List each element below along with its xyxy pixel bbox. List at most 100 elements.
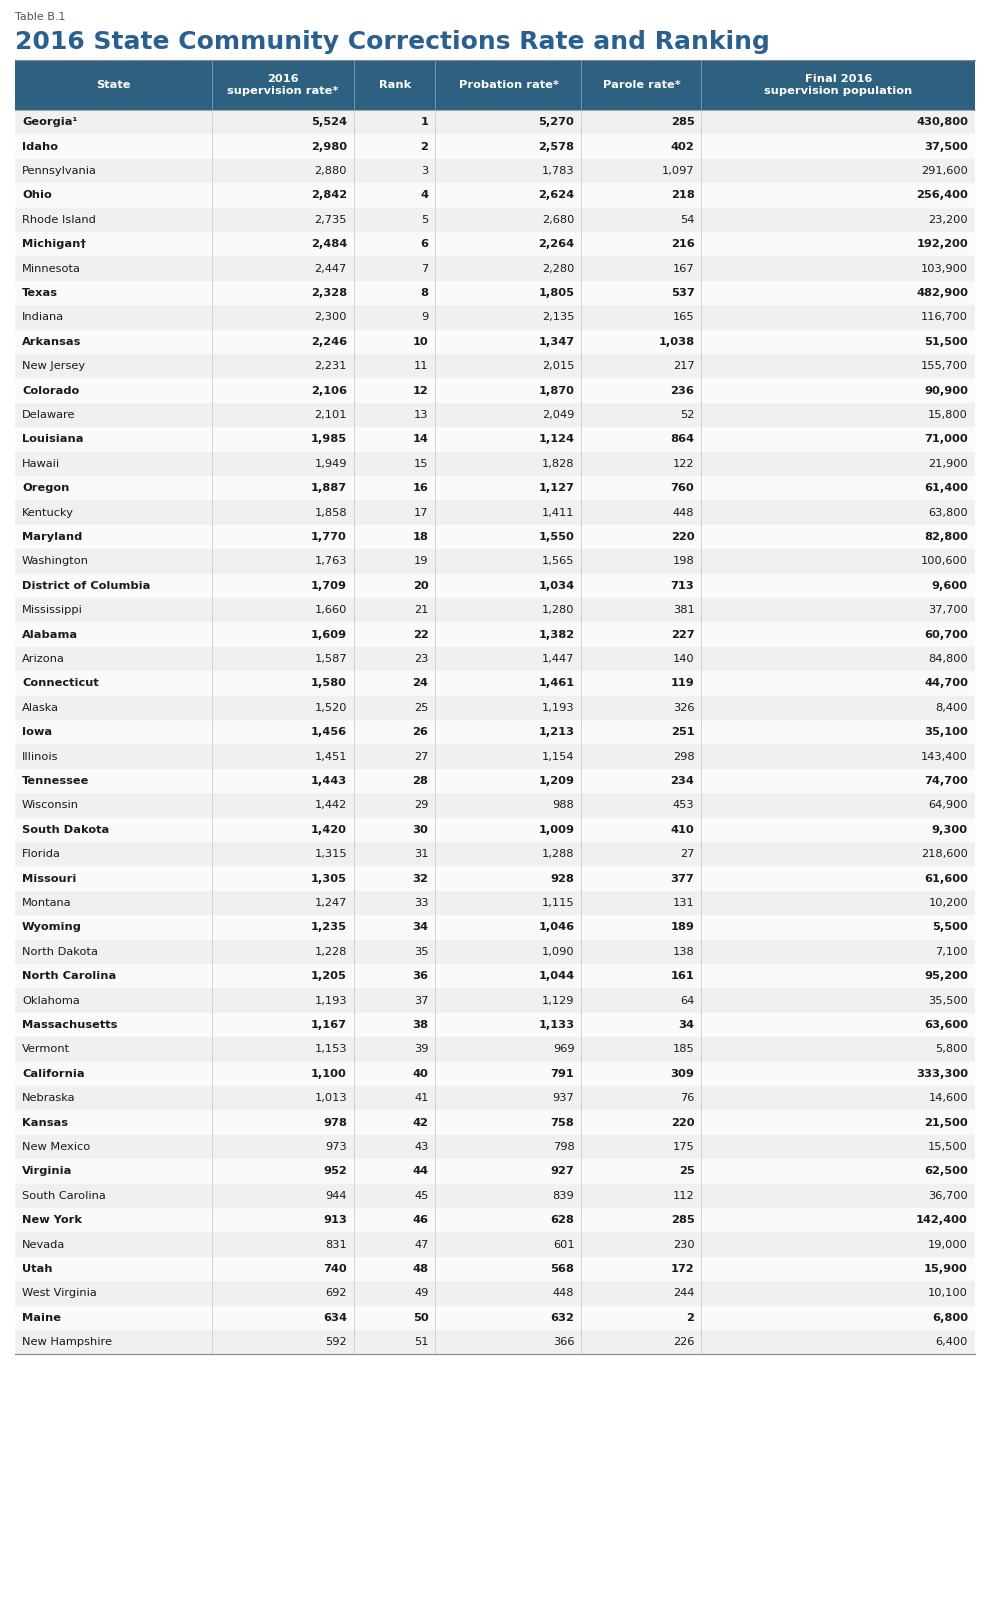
Text: Oregon: Oregon [22,482,69,494]
Bar [15,1305,975,1329]
Text: 103,900: 103,900 [921,264,968,274]
Text: 1,097: 1,097 [661,167,694,176]
Text: 34: 34 [413,923,429,933]
Text: 988: 988 [552,800,574,811]
Text: 285: 285 [670,117,694,128]
Text: Florida: Florida [22,850,60,860]
Text: 15,900: 15,900 [924,1264,968,1274]
Text: 220: 220 [671,533,694,542]
Bar [15,1062,975,1086]
Text: 32: 32 [413,874,429,884]
Text: 482,900: 482,900 [916,288,968,298]
Text: Parole rate*: Parole rate* [603,79,680,91]
Text: Vermont: Vermont [22,1044,70,1054]
Text: 1,133: 1,133 [539,1020,574,1030]
Text: 25: 25 [679,1166,694,1177]
Text: 33: 33 [414,899,429,908]
Text: 155,700: 155,700 [921,361,968,371]
Bar [15,672,975,696]
Text: 244: 244 [673,1289,694,1298]
Text: 1,447: 1,447 [543,654,574,664]
Text: 10: 10 [413,337,429,346]
Text: 39: 39 [414,1044,429,1054]
Text: Michigan†: Michigan† [22,240,86,249]
Text: 791: 791 [550,1069,574,1078]
Bar [15,280,975,306]
Text: 17: 17 [414,508,429,518]
Text: 9,600: 9,600 [932,581,968,591]
Text: 1,013: 1,013 [314,1093,346,1103]
Text: Final 2016
supervision population: Final 2016 supervision population [764,74,913,96]
Text: 453: 453 [673,800,694,811]
Text: 11: 11 [414,361,429,371]
Bar [15,1208,975,1232]
Text: 38: 38 [413,1020,429,1030]
Text: 112: 112 [673,1192,694,1201]
Text: 713: 713 [670,581,694,591]
Text: 16: 16 [413,482,429,494]
Text: 2,680: 2,680 [543,215,574,225]
Text: 35: 35 [414,947,429,957]
Text: Colorado: Colorado [22,385,79,395]
Text: 2,880: 2,880 [315,167,346,176]
Text: 1,609: 1,609 [311,630,346,640]
Bar [15,355,975,379]
Text: Indiana: Indiana [22,312,64,322]
Text: 192,200: 192,200 [917,240,968,249]
Text: 37,700: 37,700 [929,606,968,615]
Text: 43: 43 [414,1141,429,1153]
Text: 1,127: 1,127 [539,482,574,494]
Text: 71,000: 71,000 [925,434,968,444]
Bar [15,476,975,500]
Text: 2,300: 2,300 [315,312,346,322]
Bar [15,1013,975,1038]
Text: 1,461: 1,461 [539,678,574,688]
Text: 1,949: 1,949 [315,458,346,470]
Bar [15,110,975,134]
Text: 10,100: 10,100 [929,1289,968,1298]
Text: 430,800: 430,800 [916,117,968,128]
Text: 84,800: 84,800 [929,654,968,664]
Bar [15,1038,975,1062]
Text: 1,205: 1,205 [311,971,346,981]
Text: 25: 25 [414,703,429,712]
Text: 692: 692 [326,1289,346,1298]
Text: 1,090: 1,090 [542,947,574,957]
Text: 8,400: 8,400 [936,703,968,712]
Text: 23,200: 23,200 [929,215,968,225]
Text: 22: 22 [413,630,429,640]
Text: South Carolina: South Carolina [22,1192,106,1201]
Text: 76: 76 [680,1093,694,1103]
Text: North Carolina: North Carolina [22,971,116,981]
Text: Utah: Utah [22,1264,52,1274]
Text: Delaware: Delaware [22,410,75,419]
Text: 1,129: 1,129 [542,996,574,1005]
Text: 5,270: 5,270 [539,117,574,128]
Bar [15,134,975,159]
Text: Nevada: Nevada [22,1240,65,1250]
Text: 634: 634 [323,1313,346,1323]
Text: Minnesota: Minnesota [22,264,81,274]
Text: 21,900: 21,900 [929,458,968,470]
Text: 2,049: 2,049 [543,410,574,419]
Text: 227: 227 [671,630,694,640]
Text: 1,411: 1,411 [542,508,574,518]
Text: 226: 226 [673,1337,694,1347]
Text: 410: 410 [670,824,694,835]
Text: 864: 864 [670,434,694,444]
Text: 1,887: 1,887 [311,482,346,494]
Text: 143,400: 143,400 [921,751,968,761]
Text: 9,300: 9,300 [932,824,968,835]
Text: 236: 236 [670,385,694,395]
Text: 140: 140 [673,654,694,664]
Text: 2,231: 2,231 [315,361,346,371]
Text: 1,442: 1,442 [315,800,346,811]
Text: 2: 2 [421,141,429,152]
Text: Table B.1: Table B.1 [15,11,65,23]
Text: Tennessee: Tennessee [22,776,89,785]
Text: 15: 15 [414,458,429,470]
Text: 1,228: 1,228 [315,947,346,957]
Text: 48: 48 [413,1264,429,1274]
Text: New Hampshire: New Hampshire [22,1337,112,1347]
Text: 138: 138 [672,947,694,957]
